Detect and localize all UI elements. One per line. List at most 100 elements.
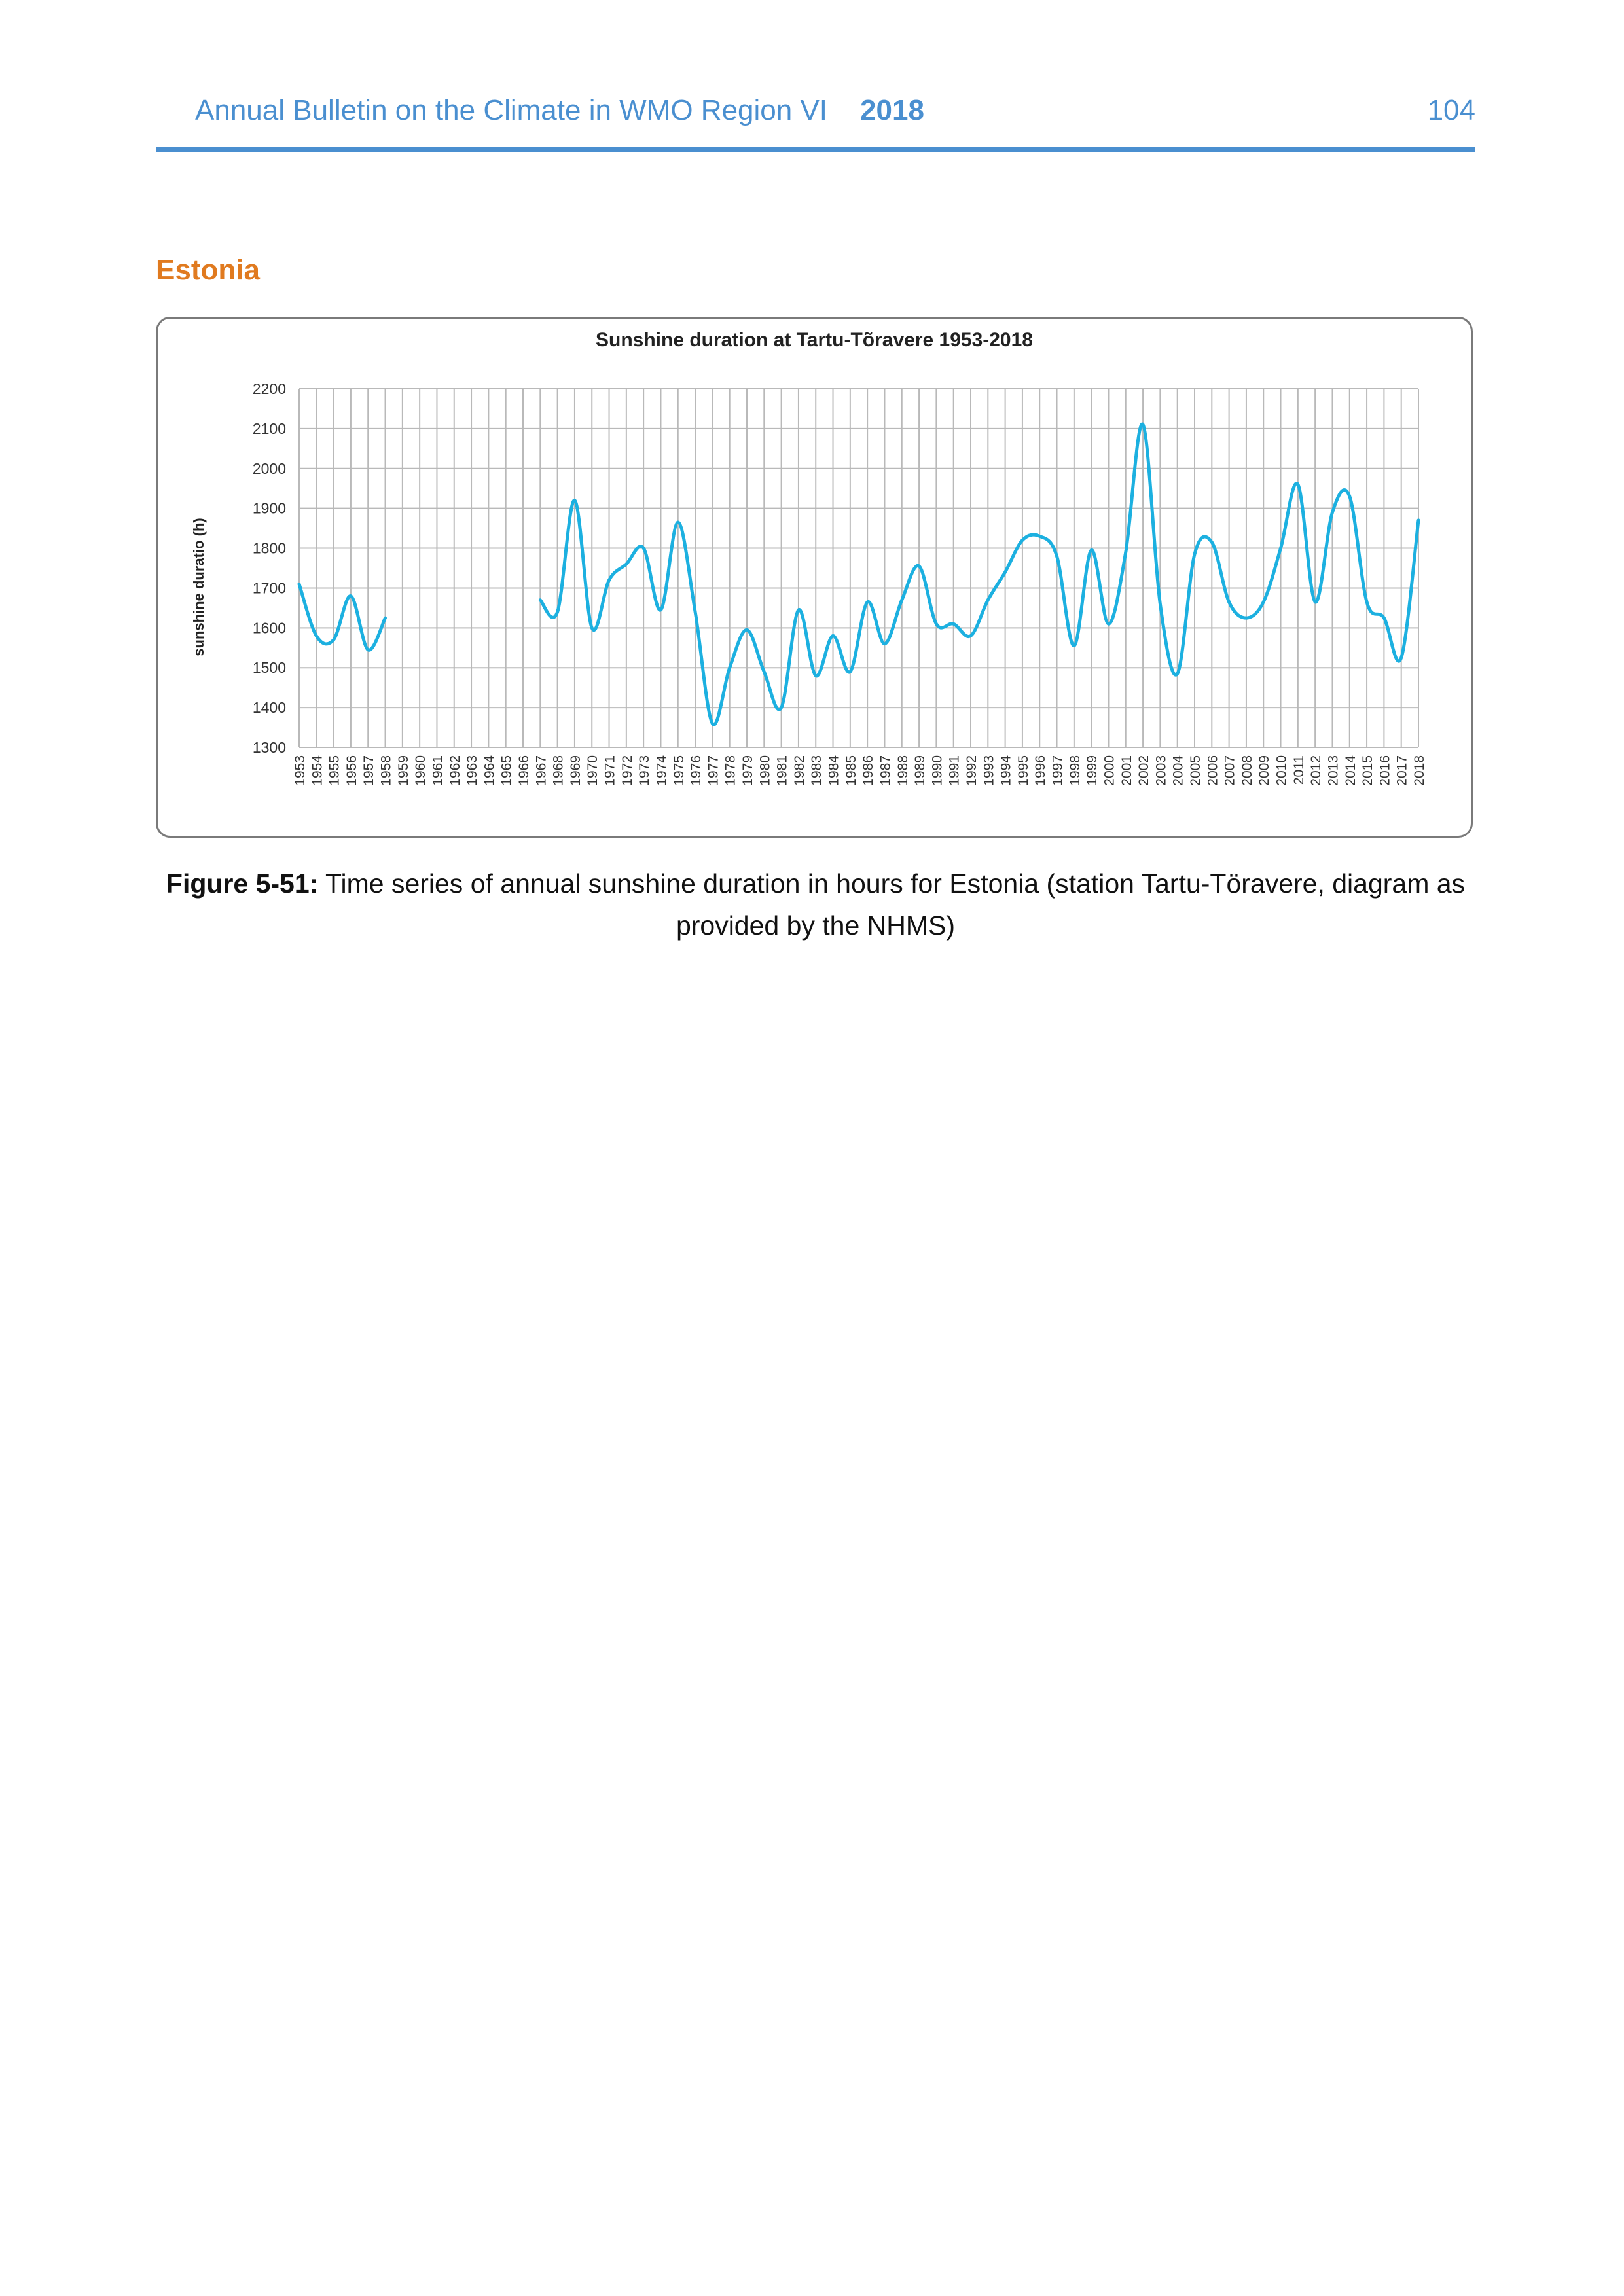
- data-point: [780, 706, 784, 709]
- x-tick-label: 1954: [310, 755, 325, 786]
- y-tick-label: 1900: [253, 500, 286, 517]
- x-tick-label: 1977: [706, 755, 721, 786]
- data-point: [1176, 672, 1180, 675]
- data-point: [1227, 600, 1231, 604]
- data-point: [1313, 600, 1317, 604]
- x-tick-label: 2018: [1412, 755, 1427, 786]
- data-point: [1106, 622, 1110, 626]
- page-header: Annual Bulletin on the Climate in WMO Re…: [156, 85, 1475, 157]
- chart-title: Sunshine duration at Tartu-Tõravere 1953…: [596, 329, 1033, 351]
- x-tick-label: 1982: [792, 755, 807, 786]
- data-point: [538, 598, 542, 602]
- sunshine-chart: Sunshine duration at Tartu-Tõravere 1953…: [190, 329, 1427, 786]
- x-tick-label: 1998: [1068, 755, 1083, 786]
- data-point: [917, 564, 921, 568]
- data-point: [986, 598, 990, 602]
- x-tick-label: 1994: [999, 755, 1014, 786]
- x-tick-label: 2008: [1240, 755, 1255, 786]
- x-tick-label: 1996: [1033, 755, 1048, 786]
- x-tick-label: 1957: [361, 755, 376, 786]
- y-tick-label: 2100: [253, 420, 286, 437]
- x-tick-label: 2005: [1188, 755, 1203, 786]
- x-tick-label: 1989: [912, 755, 928, 786]
- x-tick-label: 1999: [1085, 755, 1100, 786]
- y-tick-label: 1800: [253, 540, 286, 557]
- x-tick-label: 2012: [1308, 755, 1324, 786]
- data-point: [900, 598, 904, 602]
- x-tick-label: 1990: [929, 755, 945, 786]
- x-tick-label: 2006: [1205, 755, 1220, 786]
- data-point: [797, 608, 801, 612]
- data-point: [814, 673, 818, 677]
- x-tick-label: 2001: [1119, 755, 1134, 786]
- caption-text: Time series of annual sunshine duration …: [318, 869, 1466, 941]
- x-tick-label: 1967: [533, 755, 549, 786]
- x-tick-label: 2013: [1326, 755, 1341, 786]
- x-tick-label: 1993: [981, 755, 996, 786]
- x-tick-label: 1984: [827, 755, 842, 786]
- data-point: [641, 547, 645, 550]
- data-point: [624, 562, 628, 566]
- x-tick-label: 2007: [1223, 755, 1238, 786]
- header-year: 2018: [860, 94, 924, 126]
- x-tick-label: 2017: [1395, 755, 1410, 786]
- y-tick-label: 1500: [253, 659, 286, 676]
- y-tick-label: 2200: [253, 380, 286, 397]
- x-tick-label: 1958: [379, 755, 394, 786]
- data-point: [590, 626, 594, 630]
- x-tick-label: 1969: [568, 755, 583, 786]
- data-point: [1296, 482, 1300, 486]
- x-tick-label: 1985: [844, 755, 859, 786]
- x-tick-label: 1978: [723, 755, 738, 786]
- data-point: [1244, 616, 1248, 620]
- x-tick-label: 1964: [482, 755, 497, 786]
- y-tick-label: 1300: [253, 739, 286, 756]
- data-point: [1416, 518, 1420, 522]
- data-point: [1210, 540, 1214, 544]
- caption-label: Figure 5-51:: [166, 869, 319, 899]
- x-tick-label: 1976: [689, 755, 704, 786]
- x-tick-label: 1983: [809, 755, 824, 786]
- y-tick-labels: 1300 1400 1500 1600 1700 1800 1900 2000 2100 2200: [253, 380, 286, 756]
- data-point: [865, 600, 869, 604]
- x-tick-label: 1963: [465, 755, 480, 786]
- x-tick-label: 2009: [1257, 755, 1272, 786]
- x-tick-label: 1968: [551, 755, 566, 786]
- x-tick-label: 1988: [895, 755, 911, 786]
- x-tick-label: 1992: [964, 755, 979, 786]
- data-point: [1158, 602, 1162, 606]
- data-point: [848, 670, 852, 673]
- y-tick-label: 1700: [253, 579, 286, 596]
- x-tick-label: 2011: [1291, 755, 1307, 785]
- x-tick-label: 1956: [344, 755, 359, 786]
- x-tick-label: 2014: [1343, 755, 1358, 786]
- series-lines: [297, 422, 1420, 726]
- x-tick-label: 1974: [654, 755, 669, 786]
- x-tick-label: 1980: [757, 755, 772, 786]
- data-point: [1003, 570, 1007, 574]
- data-point: [1382, 616, 1386, 620]
- data-point: [969, 634, 973, 638]
- x-tick-label: 1997: [1051, 755, 1066, 786]
- data-point: [693, 610, 697, 614]
- header-title: Annual Bulletin on the Climate in WMO Re…: [195, 94, 828, 126]
- x-tick-label: 2015: [1360, 755, 1375, 786]
- x-tick-label: 2002: [1136, 755, 1151, 786]
- data-point: [1330, 511, 1334, 514]
- x-tick-label: 1965: [499, 755, 514, 786]
- x-tick-label: 1966: [516, 755, 532, 786]
- data-point: [1072, 644, 1076, 648]
- y-axis-label: sunshine duratio (h): [190, 518, 207, 656]
- figure-caption: Figure 5-51: Time series of annual sunsh…: [156, 863, 1475, 946]
- data-point: [349, 594, 353, 598]
- header-title-block: Annual Bulletin on the Climate in WMO Re…: [195, 94, 924, 127]
- data-point: [1089, 548, 1093, 552]
- x-tick-label: 1953: [293, 755, 308, 786]
- x-tick-label: 1955: [327, 755, 342, 786]
- series-line: [297, 582, 387, 652]
- x-tick-label: 1986: [861, 755, 876, 786]
- data-point: [1124, 550, 1128, 554]
- y-tick-label: 1400: [253, 699, 286, 716]
- x-tick-label: 1971: [603, 755, 618, 786]
- data-point: [1020, 538, 1024, 542]
